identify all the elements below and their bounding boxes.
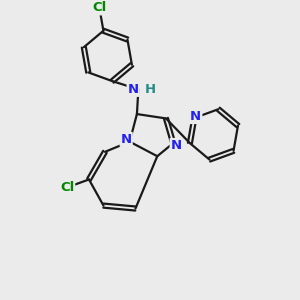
Text: N: N: [121, 133, 132, 146]
Text: N: N: [190, 110, 201, 123]
Text: Cl: Cl: [92, 2, 106, 14]
Text: N: N: [128, 83, 139, 96]
Text: Cl: Cl: [60, 181, 74, 194]
Text: H: H: [145, 83, 156, 96]
Text: N: N: [171, 139, 182, 152]
